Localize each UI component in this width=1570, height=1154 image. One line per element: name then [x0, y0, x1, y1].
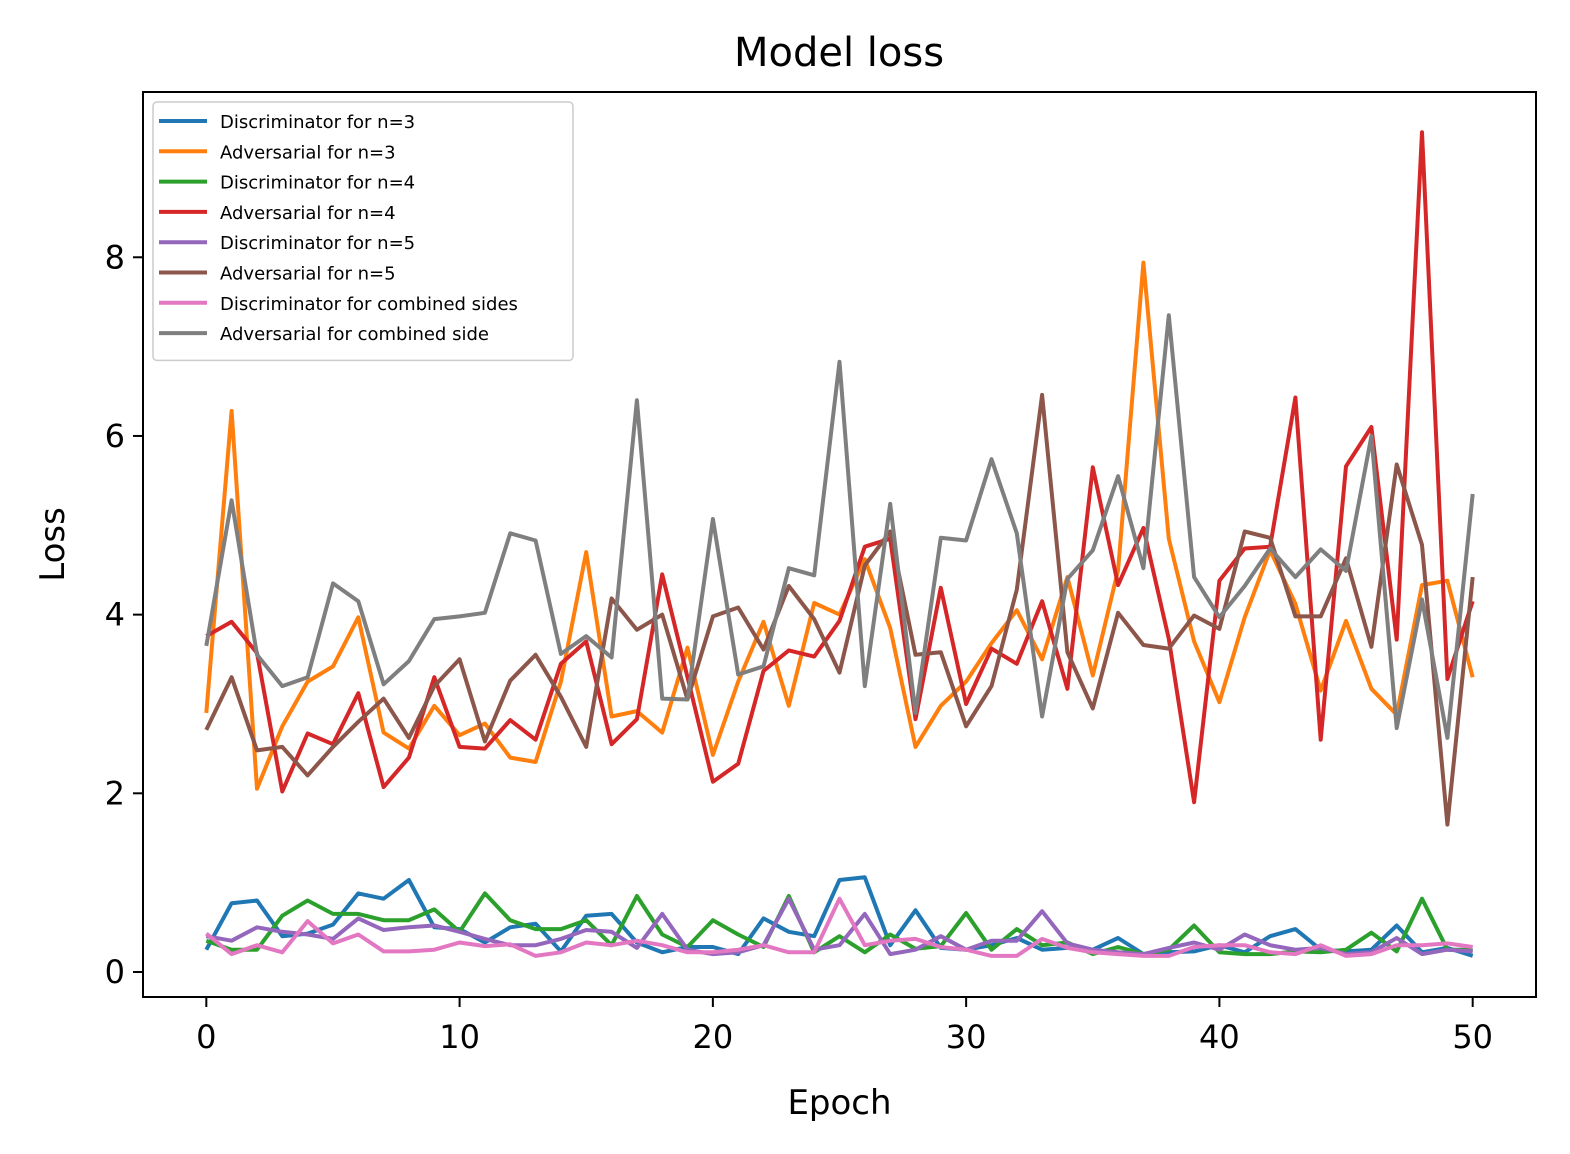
- series-line-7: [205, 896, 1473, 958]
- x-tick-label: 50: [1452, 1018, 1493, 1056]
- x-tick-label: 40: [1199, 1018, 1240, 1056]
- series-line-3: [205, 891, 1473, 957]
- x-tick-label: 10: [439, 1018, 480, 1056]
- y-tick-label: 0: [105, 953, 125, 991]
- series-line-8: [204, 313, 1475, 740]
- x-tick-label: 20: [693, 1018, 734, 1056]
- axes-layer: 0 10 20 30 40 50 0 2 4 6 8: [105, 238, 1493, 1056]
- y-axis-label: Loss: [33, 507, 73, 582]
- legend-entry: Adversarial for n=3: [220, 142, 396, 163]
- x-tick-label: 0: [196, 1018, 216, 1056]
- legend-entry: Adversarial for n=4: [220, 203, 396, 224]
- legend-entry: Discriminator for n=5: [220, 233, 415, 254]
- x-axis-label: Epoch: [787, 1083, 891, 1123]
- series-line-4: [205, 130, 1475, 805]
- y-tick-label: 6: [105, 417, 125, 455]
- series-layer: [204, 130, 1475, 958]
- y-tick-label: 4: [105, 596, 125, 634]
- plot-frame: [142, 91, 1537, 998]
- y-tick-label: 2: [105, 774, 125, 812]
- legend-entry: Discriminator for combined sides: [220, 294, 518, 315]
- series-line-5: [205, 896, 1473, 957]
- x-tick-label: 30: [946, 1018, 987, 1056]
- y-tick-label: 8: [105, 238, 125, 276]
- legend-entry: Adversarial for combined side: [220, 324, 489, 345]
- chart-title: Model loss: [734, 30, 944, 76]
- legend-entry: Discriminator for n=4: [220, 173, 415, 194]
- legend: Discriminator for n=3 Adversarial for n=3…: [152, 101, 574, 362]
- legend-entry: Adversarial for n=5: [220, 264, 396, 285]
- legend-entry: Discriminator for n=3: [220, 112, 415, 133]
- legend-box: [152, 101, 574, 362]
- series-line-6: [204, 392, 1475, 827]
